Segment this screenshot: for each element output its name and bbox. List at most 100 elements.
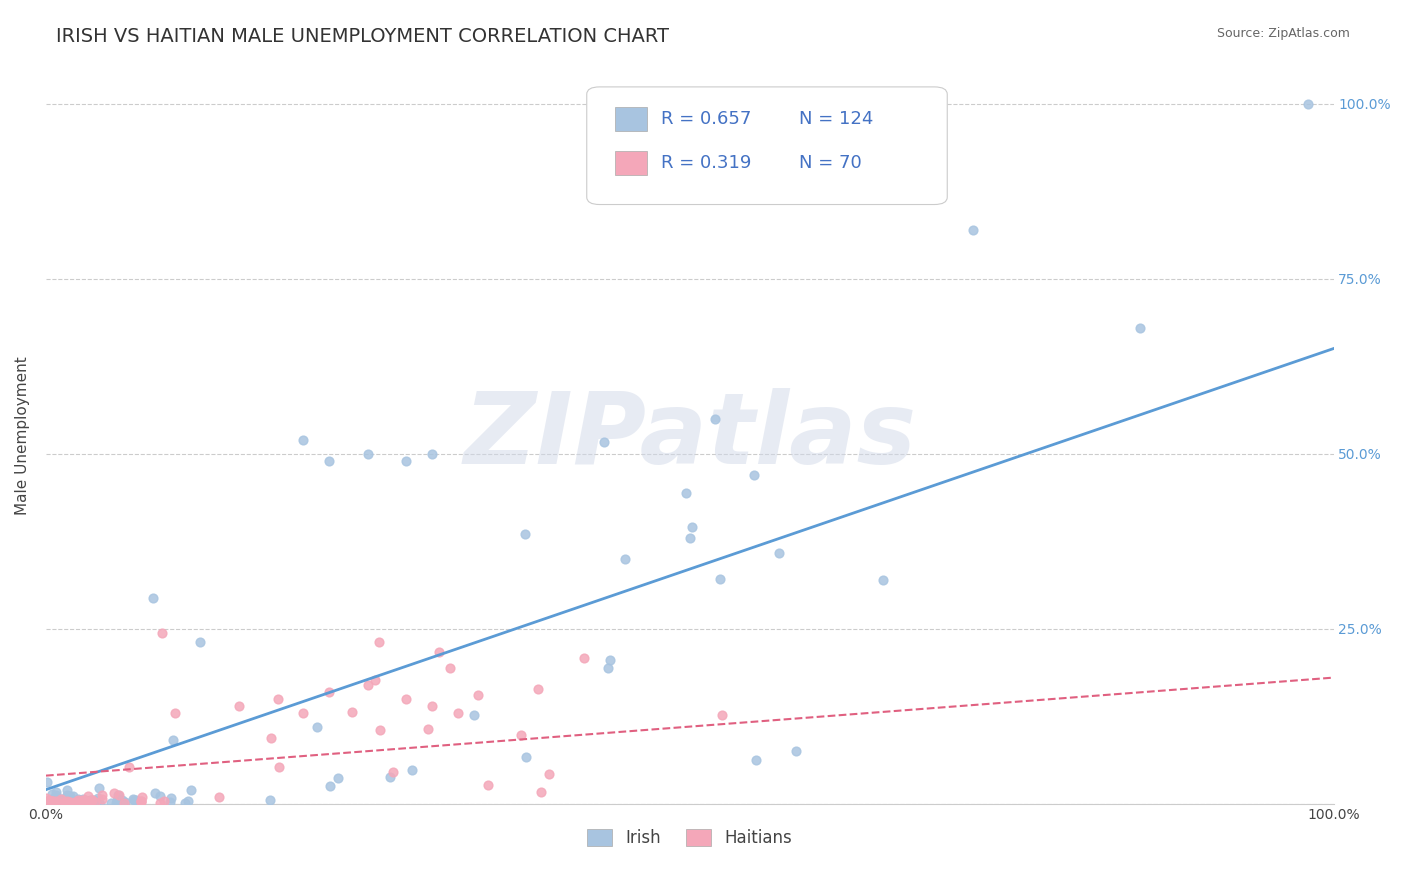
Point: [53, 797, 76, 811]
Point: [111, 793, 134, 807]
Point: [62, 797, 84, 811]
Point: [38, 795, 60, 809]
Point: [515, 750, 537, 764]
Point: [58, 796, 80, 810]
Point: [55, 795, 77, 809]
Point: [1296, 96, 1319, 111]
Point: [48, 796, 70, 810]
Point: [416, 722, 439, 736]
Point: [42, 794, 65, 808]
Text: R = 0.319: R = 0.319: [661, 153, 752, 171]
Point: [66, 796, 89, 810]
Point: [340, 705, 363, 719]
Point: [105, 793, 128, 807]
Point: [60, 794, 83, 808]
Point: [52, 794, 75, 808]
Point: [39, 794, 62, 808]
Point: [41, 794, 63, 808]
Point: [368, 634, 391, 648]
Point: [37, 796, 59, 810]
Point: [89, 780, 111, 795]
Point: [65, 797, 87, 811]
Point: [69, 797, 91, 811]
Point: [79, 793, 101, 807]
Point: [41, 796, 63, 810]
Point: [378, 770, 401, 784]
Point: [63, 795, 86, 809]
Point: [58, 795, 80, 809]
Point: [131, 790, 153, 805]
Point: [162, 733, 184, 747]
Point: [149, 796, 172, 810]
Point: [260, 731, 283, 746]
Legend: Irish, Haitians: Irish, Haitians: [581, 822, 799, 855]
Point: [675, 485, 697, 500]
Text: R = 0.657: R = 0.657: [661, 110, 752, 128]
Point: [56, 794, 79, 808]
Point: [401, 764, 423, 778]
Point: [59, 796, 82, 810]
Point: [77, 789, 100, 803]
Point: [56, 796, 79, 810]
Point: [537, 767, 560, 781]
Point: [56, 788, 79, 802]
Point: [326, 771, 349, 785]
Point: [108, 789, 131, 803]
Point: [768, 546, 790, 560]
Point: [45, 784, 67, 798]
Point: [44, 796, 66, 810]
Point: [124, 793, 146, 807]
Point: [319, 779, 342, 793]
Point: [77, 796, 100, 810]
Point: [159, 795, 181, 809]
Point: [107, 789, 129, 803]
FancyBboxPatch shape: [586, 87, 948, 204]
Point: [86, 797, 108, 811]
Text: N = 70: N = 70: [799, 153, 862, 171]
FancyBboxPatch shape: [614, 107, 647, 131]
Point: [163, 706, 186, 720]
Point: [510, 728, 533, 742]
Point: [259, 793, 281, 807]
Point: [744, 754, 766, 768]
Point: [114, 795, 136, 809]
Point: [89, 797, 111, 811]
Text: N = 124: N = 124: [799, 110, 873, 128]
Point: [87, 794, 110, 808]
Point: [447, 706, 470, 720]
Point: [318, 453, 340, 467]
Text: Source: ZipAtlas.com: Source: ZipAtlas.com: [1216, 27, 1350, 40]
Point: [395, 453, 418, 467]
Point: [305, 721, 328, 735]
Point: [41, 796, 63, 810]
Point: [69, 796, 91, 810]
Point: [60, 795, 83, 809]
Point: [173, 796, 195, 810]
Point: [107, 792, 129, 806]
Point: [51, 795, 73, 809]
Point: [56, 796, 79, 810]
Point: [177, 794, 200, 808]
Point: [962, 222, 984, 236]
Point: [143, 786, 166, 800]
Point: [72, 794, 94, 808]
FancyBboxPatch shape: [614, 152, 647, 175]
Point: [105, 796, 128, 810]
Point: [785, 744, 807, 758]
Point: [477, 778, 499, 792]
Point: [70, 793, 93, 807]
Point: [872, 573, 894, 587]
Point: [107, 794, 129, 808]
Point: [42, 792, 65, 806]
Point: [117, 760, 139, 774]
Point: [90, 788, 112, 802]
Point: [49, 796, 72, 810]
Point: [357, 677, 380, 691]
Point: [44, 791, 66, 805]
Point: [38, 794, 60, 808]
Point: [679, 531, 702, 545]
Point: [84, 796, 107, 810]
Point: [467, 688, 489, 702]
Point: [530, 785, 553, 799]
Point: [1129, 320, 1152, 334]
